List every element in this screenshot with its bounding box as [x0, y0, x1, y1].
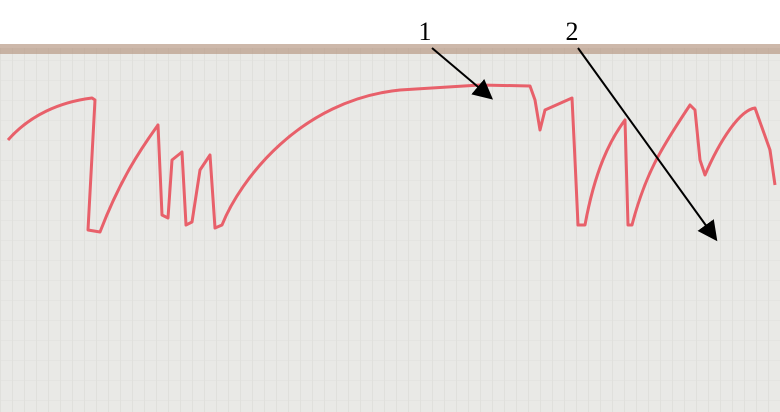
annotation-label: 1 — [419, 17, 432, 46]
paper-grid — [0, 48, 780, 412]
annotation-label: 2 — [566, 17, 579, 46]
paper-edge — [0, 44, 780, 54]
photo: 1 2 — [0, 0, 780, 412]
page: 1 2 (() => { const data = JSON.parse(doc… — [0, 0, 780, 412]
